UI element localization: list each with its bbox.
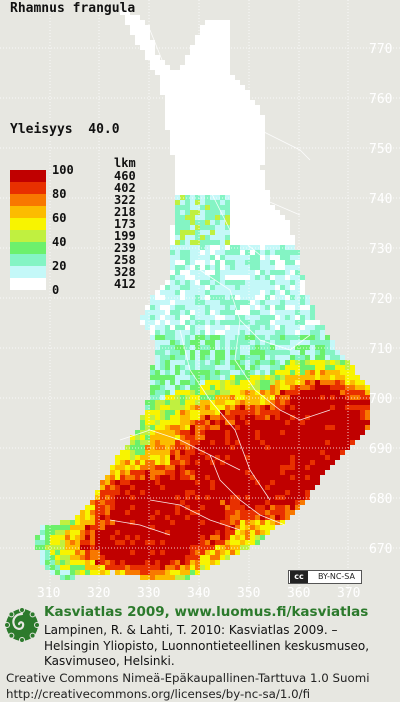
legend-count: 402 — [114, 181, 136, 195]
distribution-map: 770 760 750 740 730 720 710 700 690 680 … — [0, 0, 400, 600]
license-text: Creative Commons Nimeä-Epäkaupallinen-Ta… — [6, 670, 370, 702]
map-title: Rhamnus frangula — [10, 1, 136, 16]
y-tick-label: 670 — [369, 542, 392, 557]
frequency-value: 40.0 — [88, 122, 120, 137]
legend-swatch — [10, 206, 46, 218]
legend-swatch — [10, 254, 46, 266]
grid-lines — [0, 0, 400, 600]
legend-count: 460 — [114, 169, 136, 183]
legend-count: 218 — [114, 205, 136, 219]
license-line: Creative Commons Nimeä-Epäkaupallinen-Ta… — [6, 671, 370, 685]
legend-count: 412 — [114, 277, 136, 291]
x-tick-label: 330 — [137, 586, 160, 600]
x-tick-label: 320 — [87, 586, 110, 600]
legend-count: 328 — [114, 265, 136, 279]
legend-swatch — [10, 194, 46, 206]
legend-swatch — [10, 242, 46, 254]
legend-count: 173 — [114, 217, 136, 231]
license-url-link[interactable]: http://creativecommons.org/licenses/by-n… — [6, 687, 310, 701]
legend-swatch — [10, 170, 46, 182]
reference-line: Kasvimuseo, Helsinki. — [44, 654, 175, 668]
legend-count: 199 — [114, 229, 136, 243]
legend-swatch — [10, 230, 46, 242]
legend-count: 258 — [114, 253, 136, 267]
frequency-label: Yleisyys — [10, 122, 73, 137]
y-tick-label: 760 — [369, 92, 392, 107]
legend-swatch — [10, 182, 46, 194]
province-borders — [109, 29, 331, 536]
y-tick-label: 770 — [369, 42, 392, 57]
reference-line: Lampinen, R. & Lahti, T. 2010: Kasviatla… — [44, 623, 338, 637]
y-tick-label: 740 — [369, 192, 392, 207]
reference: Lampinen, R. & Lahti, T. 2010: Kasviatla… — [44, 623, 369, 670]
y-axis-labels: 770 760 750 740 730 720 710 700 690 680 … — [369, 42, 392, 557]
y-tick-label: 680 — [369, 492, 392, 507]
y-tick-label: 710 — [369, 342, 392, 357]
legend-swatch — [10, 278, 46, 290]
y-tick-label: 700 — [369, 392, 392, 407]
legend-swatch — [10, 218, 46, 230]
kasviatlas-logo-icon — [5, 608, 39, 642]
reference-line: Helsingin Yliopisto, Luonnontieteellinen… — [44, 638, 370, 653]
x-axis-labels: 310 320 330 340 350 360 370 — [37, 586, 360, 600]
frequency-readout: Yleisyys 40.0 — [10, 122, 120, 137]
y-tick-label: 690 — [369, 442, 392, 457]
x-tick-label: 310 — [37, 586, 60, 600]
cc-icon: cc — [290, 571, 308, 583]
legend-percent-label: 20 — [52, 259, 67, 273]
y-tick-label: 720 — [369, 292, 392, 307]
footer-title: Kasviatlas 2009, www.luomus.fi/kasviatla… — [44, 604, 369, 620]
legend-count: 322 — [114, 193, 136, 207]
legend-count: 239 — [114, 241, 136, 255]
y-tick-label: 730 — [369, 242, 392, 257]
legend-percent-label: 0 — [52, 283, 60, 297]
x-tick-label: 370 — [337, 586, 360, 600]
legend-count-header: lkm — [114, 156, 136, 170]
cc-license-badge[interactable]: cc BY-NC-SA — [288, 570, 362, 584]
y-tick-label: 750 — [369, 142, 392, 157]
x-tick-label: 360 — [287, 586, 310, 600]
legend-percent-label: 60 — [52, 211, 67, 225]
cc-badge-text: BY-NC-SA — [317, 572, 355, 581]
legend-percent-label: 80 — [52, 187, 67, 201]
legend-swatch — [10, 266, 46, 278]
map-cells — [35, 10, 370, 580]
legend-percent-label: 100 — [52, 163, 74, 177]
x-tick-label: 350 — [237, 586, 260, 600]
legend-percent-label: 40 — [52, 235, 67, 249]
x-tick-label: 340 — [187, 586, 210, 600]
